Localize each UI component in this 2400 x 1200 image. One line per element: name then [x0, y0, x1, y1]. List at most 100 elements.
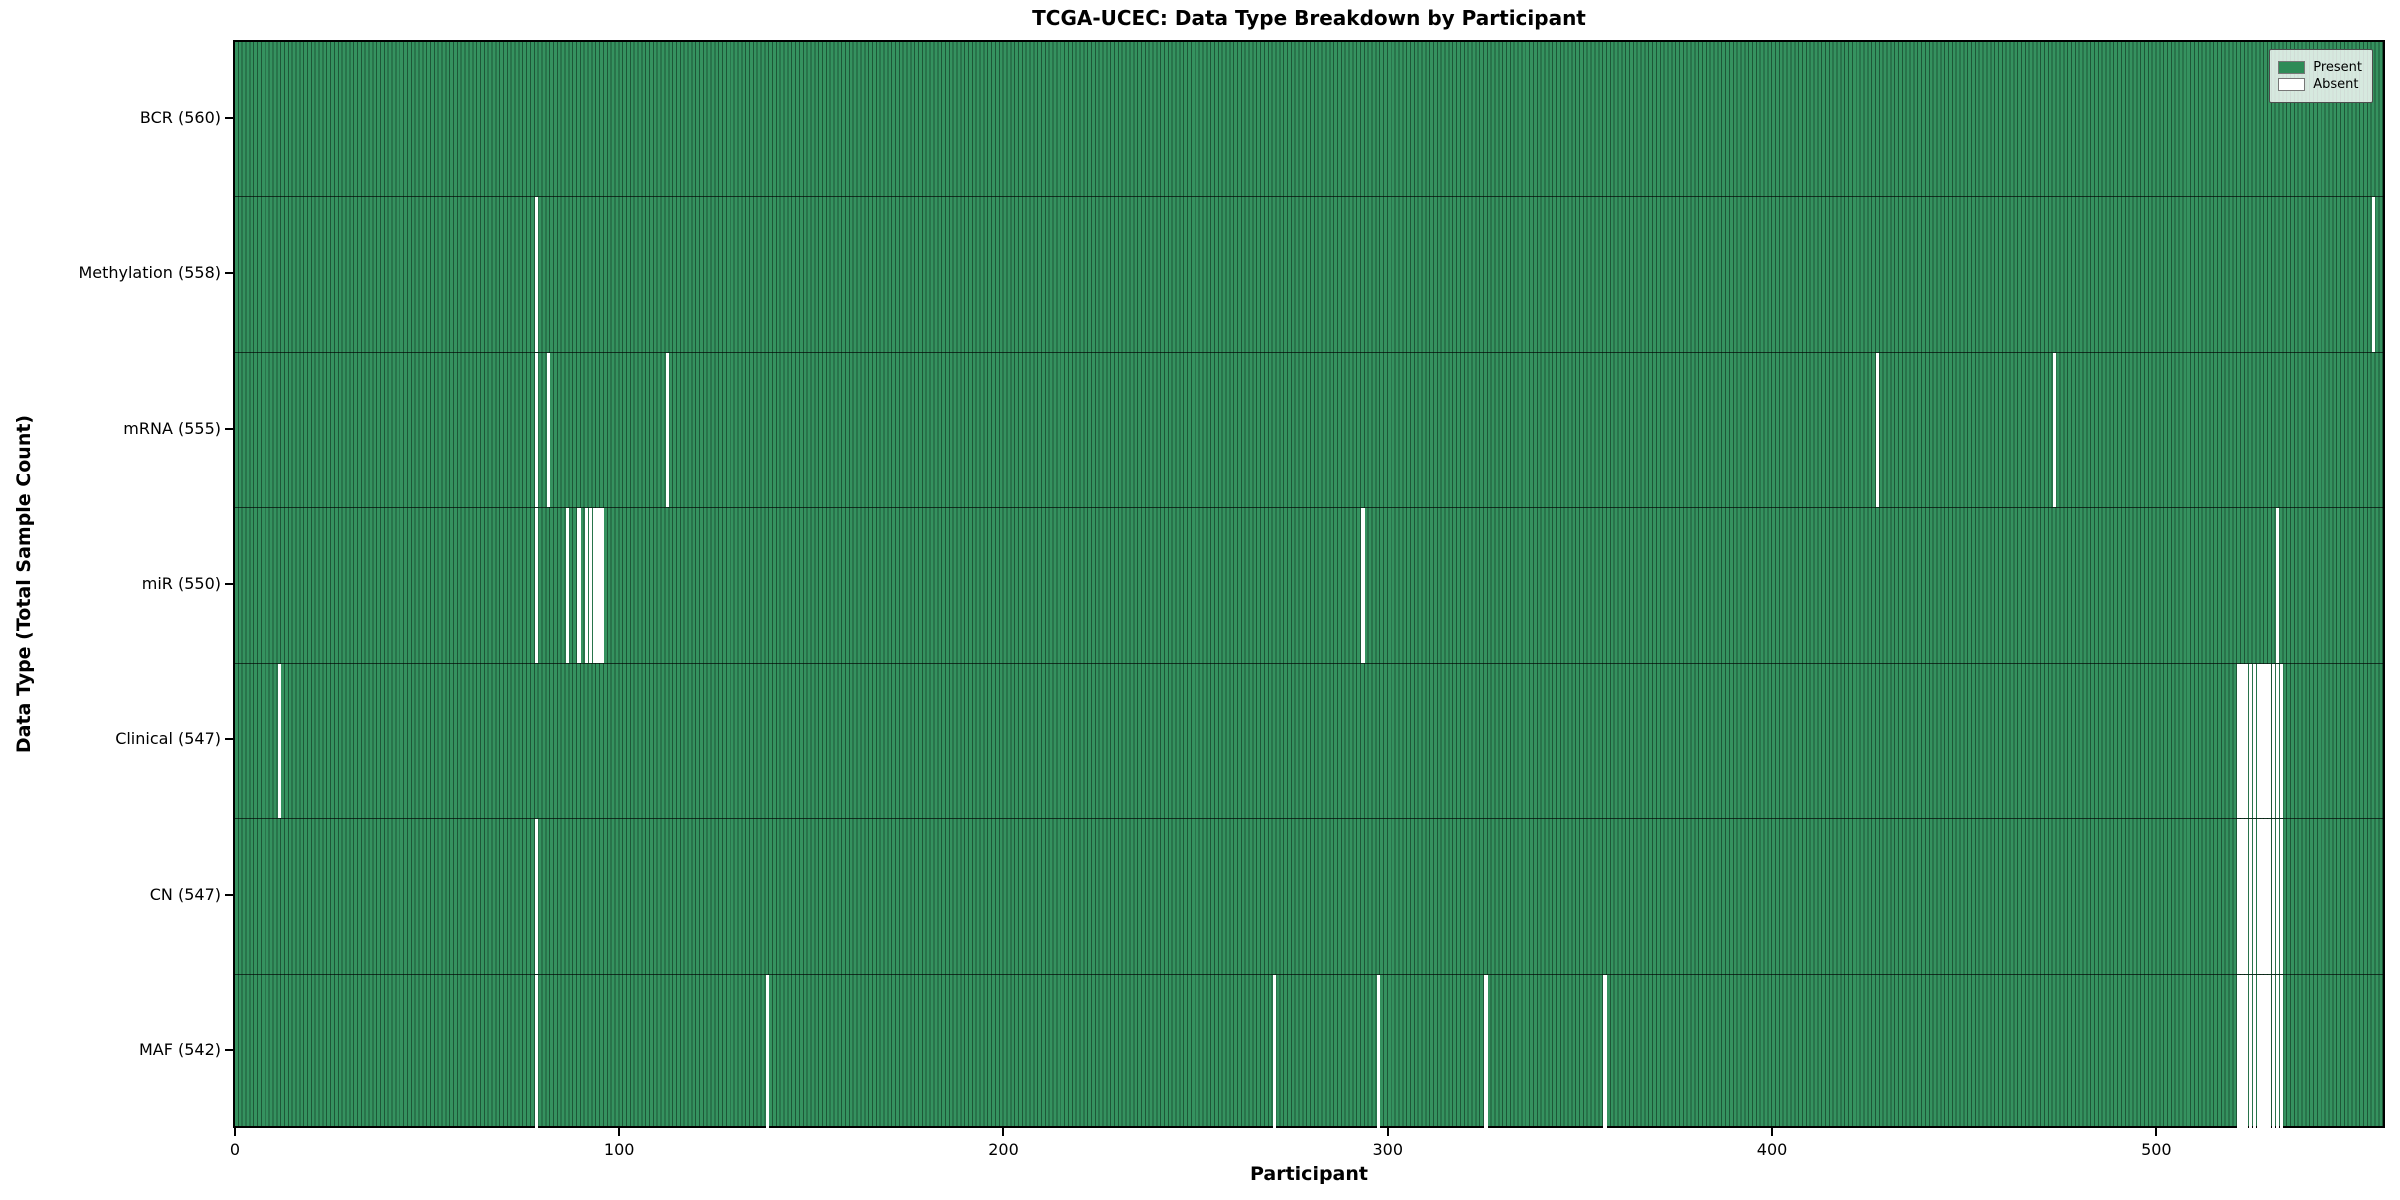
x-tick-label: 100: [603, 1140, 635, 1159]
absent-gap: [1603, 974, 1607, 1130]
legend: Present Absent: [2269, 49, 2373, 103]
absent-gap: [2279, 819, 2283, 974]
absent-gap: [565, 508, 570, 663]
presence-row-methylation: [235, 197, 2383, 353]
y-tick-mark: [225, 272, 233, 275]
absent-gap: [2371, 197, 2376, 352]
absent-gap: [2275, 663, 2280, 819]
absent-gap: [2052, 352, 2057, 508]
y-tick-label-mir: miR (550): [141, 574, 221, 593]
legend-label: Absent: [2313, 77, 2359, 92]
absent-gap: [1272, 974, 1277, 1130]
presence-row-mrna: [235, 352, 2383, 509]
absent-gap: [534, 197, 539, 352]
y-tick-mark: [225, 116, 233, 119]
y-tick-mark: [225, 427, 233, 430]
absent-gap: [2248, 974, 2253, 1130]
x-tick-label: 0: [229, 1140, 240, 1159]
y-tick-mark: [225, 583, 233, 585]
y-tick-mark: [225, 738, 233, 741]
y-tick-label-clinical: Clinical (547): [115, 729, 221, 749]
x-tick-mark: [233, 1128, 236, 1136]
x-tick-mark: [1002, 1128, 1005, 1136]
y-tick-label-mrna: mRNA (555): [123, 418, 221, 438]
absent-gap: [588, 508, 593, 663]
absent-gap: [2241, 819, 2245, 974]
y-tick-label-bcr: BCR (560): [139, 107, 221, 127]
absent-gap: [2245, 819, 2249, 974]
legend-item-present: Present: [2278, 61, 2362, 74]
absent-gap: [1361, 508, 1365, 663]
absent-gap: [534, 508, 539, 663]
absent-gap: [2271, 663, 2276, 819]
absent-gap: [2241, 974, 2245, 1130]
absent-gap: [1376, 974, 1380, 1130]
absent-gap: [2256, 819, 2260, 974]
absent-gap: [534, 352, 539, 508]
absent-gap: [584, 508, 589, 663]
y-tick-mark: [225, 893, 233, 896]
absent-gap: [2264, 663, 2268, 819]
absent-gap: [592, 508, 596, 663]
x-tick-mark: [1386, 1128, 1389, 1136]
absent-gap: [765, 974, 769, 1130]
legend-label: Present: [2313, 60, 2362, 75]
absent-gap: [2275, 508, 2280, 663]
x-tick-mark: [618, 1128, 621, 1136]
absent-gap: [546, 352, 550, 508]
presence-row-maf: [235, 974, 2383, 1130]
y-tick-label-methylation: Methylation (558): [78, 263, 221, 283]
absent-gap: [2271, 974, 2276, 1130]
absent-gap: [2260, 663, 2264, 819]
presence-row-bcr: [235, 42, 2383, 198]
x-tick-label: 500: [2141, 1140, 2172, 1159]
x-tick-label: 300: [1372, 1140, 1404, 1159]
presence-row-cn: [235, 819, 2383, 975]
absent-gap: [577, 508, 581, 663]
absent-gap: [2237, 663, 2241, 819]
presence-row-clinical: [235, 663, 2383, 820]
absent-gap: [2237, 974, 2241, 1130]
absent-gap: [2260, 819, 2264, 974]
absent-gap: [596, 508, 600, 663]
absent-gap: [534, 974, 539, 1130]
absent-gap: [2279, 974, 2283, 1130]
absent-gap: [2256, 974, 2260, 1130]
absent-gap: [2248, 819, 2253, 974]
presence-row-mir: [235, 508, 2383, 664]
legend-item-absent: Absent: [2278, 78, 2362, 91]
x-tick-mark: [2155, 1128, 2158, 1136]
absent-gap: [2279, 663, 2283, 819]
absent-gap: [2237, 819, 2241, 974]
absent-gap: [2252, 663, 2257, 819]
absent-gap: [2268, 663, 2272, 819]
chart-title: TCGA-UCEC: Data Type Breakdown by Partic…: [1032, 6, 1586, 30]
absent-gap: [534, 819, 539, 974]
absent-gap: [2260, 974, 2264, 1130]
x-tick-label: 200: [988, 1140, 1019, 1159]
x-tick-label: 400: [1756, 1140, 1788, 1159]
plot-area: Present Absent: [233, 40, 2385, 1130]
absent-gap: [600, 508, 604, 663]
absent-gap: [2245, 974, 2249, 1130]
absent-gap: [2264, 819, 2268, 974]
legend-swatch-absent: [2278, 78, 2306, 91]
absent-gap: [1484, 974, 1488, 1130]
x-tick-mark: [1771, 1128, 1774, 1136]
absent-gap: [2271, 819, 2276, 974]
x-axis-label: Participant: [1249, 1163, 1368, 1185]
absent-gap: [2256, 663, 2260, 819]
y-tick-mark: [225, 1049, 233, 1052]
legend-swatch-present: [2278, 61, 2306, 74]
absent-gap: [2241, 663, 2245, 819]
y-tick-label-cn: CN (547): [149, 884, 221, 904]
absent-gap: [2268, 819, 2272, 974]
absent-gap: [2248, 663, 2253, 819]
y-tick-label-maf: MAF (542): [138, 1040, 221, 1060]
absent-gap: [2252, 974, 2257, 1130]
absent-gap: [277, 663, 281, 819]
absent-gap: [1876, 352, 1880, 508]
absent-gap: [2245, 663, 2249, 819]
absent-gap: [2275, 819, 2280, 974]
absent-gap: [2252, 819, 2257, 974]
